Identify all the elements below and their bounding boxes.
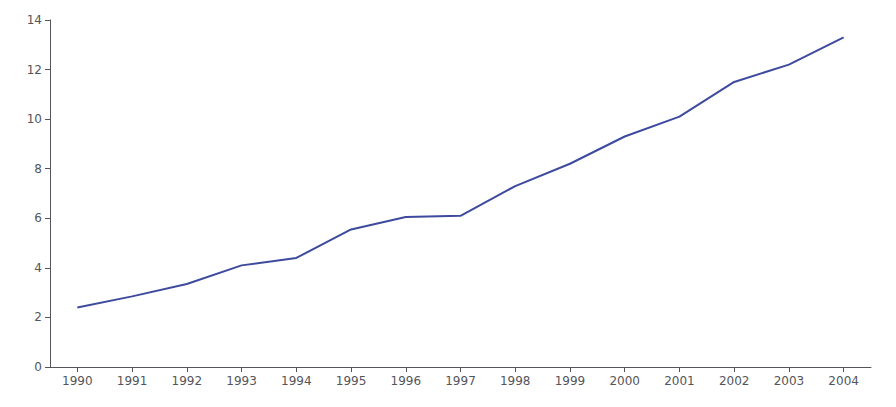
svg-text:1993: 1993: [226, 374, 257, 388]
svg-text:1991: 1991: [117, 374, 148, 388]
svg-text:1990: 1990: [62, 374, 93, 388]
svg-text:6: 6: [34, 211, 42, 225]
svg-text:0: 0: [34, 360, 42, 374]
svg-text:4: 4: [34, 261, 42, 275]
svg-text:2: 2: [34, 310, 42, 324]
svg-text:2002: 2002: [719, 374, 750, 388]
svg-text:2003: 2003: [774, 374, 805, 388]
svg-text:12: 12: [27, 63, 42, 77]
svg-text:1997: 1997: [445, 374, 476, 388]
svg-text:10: 10: [27, 112, 42, 126]
svg-text:14: 14: [27, 13, 42, 27]
svg-text:1998: 1998: [500, 374, 531, 388]
svg-text:2001: 2001: [664, 374, 695, 388]
svg-text:1992: 1992: [172, 374, 203, 388]
svg-text:2004: 2004: [828, 374, 859, 388]
svg-text:1995: 1995: [336, 374, 367, 388]
svg-text:1999: 1999: [555, 374, 586, 388]
svg-text:1996: 1996: [390, 374, 421, 388]
svg-text:8: 8: [34, 162, 42, 176]
svg-text:2000: 2000: [609, 374, 640, 388]
svg-text:1994: 1994: [281, 374, 312, 388]
